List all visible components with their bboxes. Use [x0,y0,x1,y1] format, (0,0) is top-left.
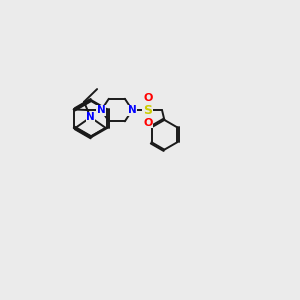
Text: O: O [143,93,152,103]
Text: S: S [143,103,152,116]
Text: N: N [86,112,95,122]
Text: N: N [128,105,137,115]
Text: O: O [143,118,152,128]
Text: N: N [97,105,106,115]
